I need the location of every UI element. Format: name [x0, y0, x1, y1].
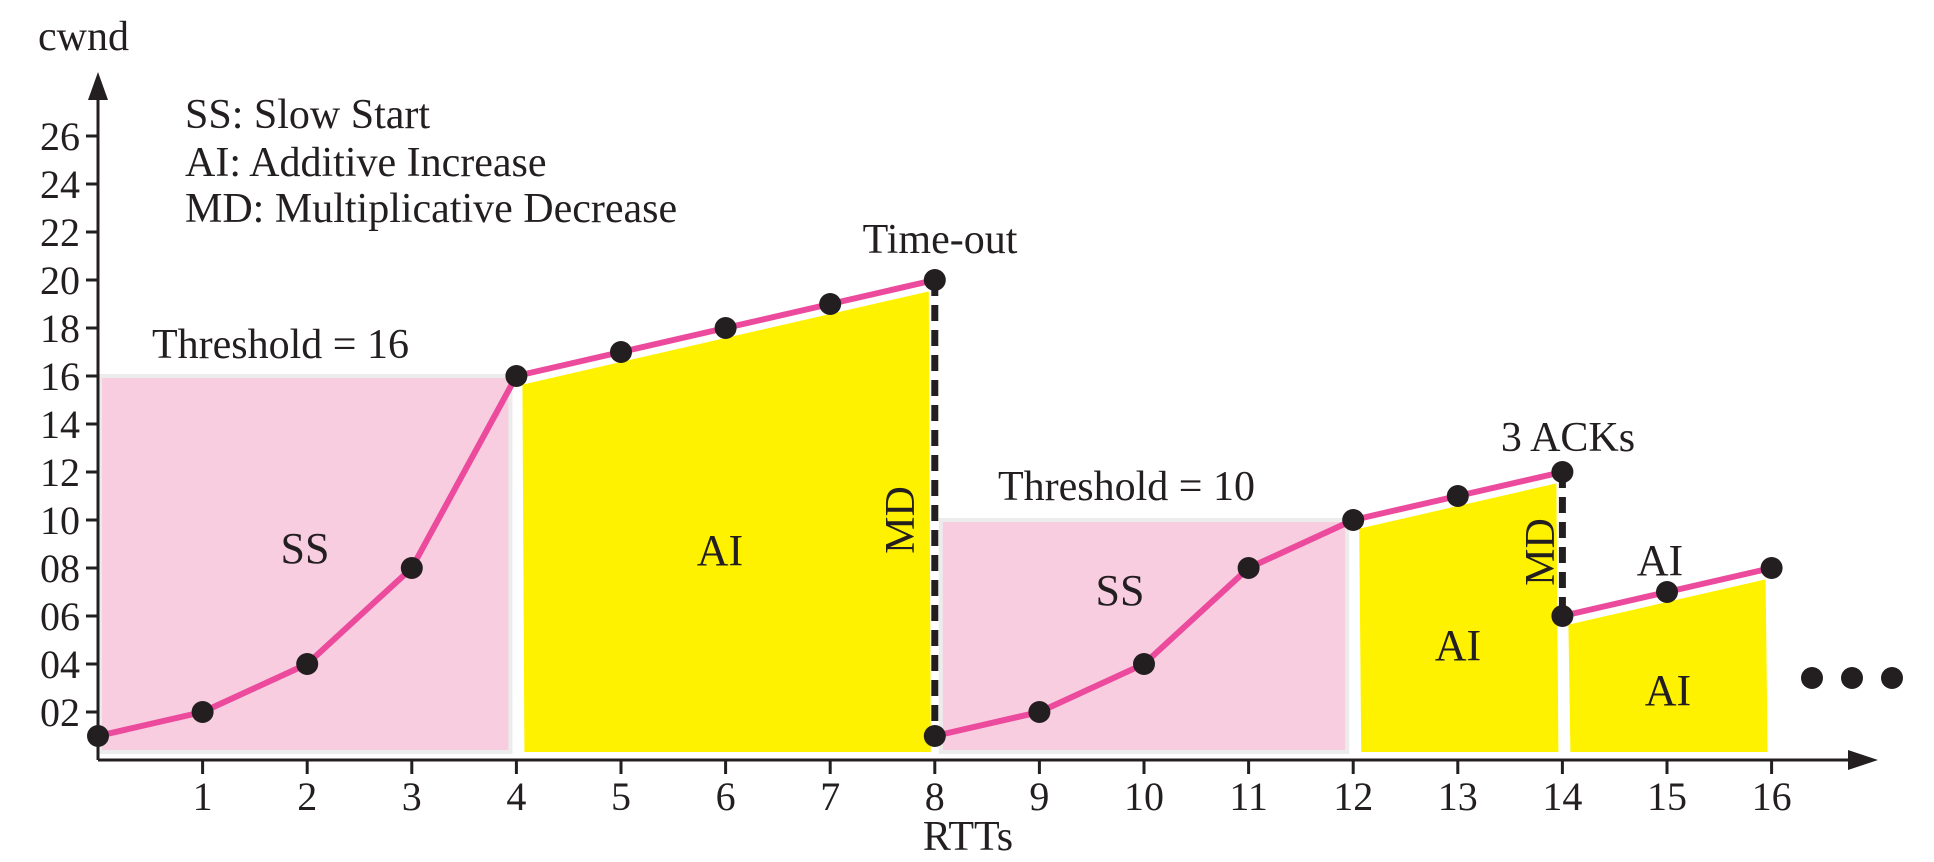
ai-region-3 — [1359, 483, 1559, 752]
y-tick-label: 02 — [40, 690, 80, 735]
ai-above-label: AI — [1637, 536, 1683, 585]
md-label-2: MD — [1518, 518, 1564, 586]
y-tick-label: 12 — [40, 450, 80, 495]
x-tick-label: 3 — [402, 774, 422, 819]
data-point — [1760, 557, 1783, 579]
legend-line-md: MD: Multiplicative Decrease — [185, 186, 677, 232]
data-point — [1656, 581, 1678, 603]
data-point — [191, 701, 214, 723]
threshold-label-16: Threshold = 16 — [152, 322, 409, 368]
x-tick-label: 9 — [1029, 774, 1049, 819]
continuation-dot — [1801, 667, 1823, 689]
x-tick-label: 4 — [506, 774, 526, 819]
y-axis-title: cwnd — [38, 14, 129, 60]
y-tick-label: 20 — [40, 258, 80, 303]
x-tick-label: 2 — [297, 774, 317, 819]
x-tick-label: 1 — [193, 774, 213, 819]
continuation-dots — [1801, 667, 1903, 689]
x-tick-label: 16 — [1752, 774, 1792, 819]
data-point — [923, 725, 946, 747]
data-point — [819, 293, 842, 315]
x-tick-label: 8 — [925, 774, 945, 819]
labels-layer: cwnd RTTs SS: Slow Start AI: Additive In… — [38, 14, 1691, 860]
ai-region-4 — [1568, 579, 1768, 752]
x-tick-label: 10 — [1124, 774, 1164, 819]
ss-region-2 — [938, 518, 1350, 754]
data-point — [923, 269, 946, 291]
y-tick-label: 24 — [40, 162, 80, 207]
x-tick-label: 13 — [1438, 774, 1478, 819]
y-tick-label: 10 — [40, 498, 80, 543]
threshold-label-10: Threshold = 10 — [998, 464, 1255, 510]
data-point — [1446, 485, 1469, 507]
data-point — [1551, 605, 1574, 627]
y-tick-label: 18 — [40, 306, 80, 351]
y-tick-label: 04 — [40, 642, 80, 687]
x-tick-label: 15 — [1647, 774, 1687, 819]
series-layer — [87, 269, 1783, 747]
data-point — [505, 365, 528, 387]
data-point — [610, 341, 632, 363]
region-label-ss-2: SS — [1096, 566, 1145, 615]
x-tick-label: 14 — [1542, 774, 1582, 819]
data-point — [714, 317, 737, 339]
region-label-ai-1: AI — [697, 526, 743, 575]
x-axis-arrow — [1848, 750, 1878, 770]
data-point — [400, 557, 423, 579]
y-tick-label: 26 — [40, 114, 80, 159]
three-acks-label: 3 ACKs — [1501, 415, 1635, 461]
ticks-layer: 1 2 3 4 5 6 7 8 9 10 11 12 13 14 15 1602040608101214161… — [40, 114, 1792, 819]
y-tick-label: 22 — [40, 210, 80, 255]
data-point — [1342, 509, 1365, 531]
y-axis-arrow — [88, 72, 108, 100]
data-point — [87, 725, 109, 747]
region-label-ai-2: AI — [1435, 621, 1481, 670]
y-tick-label: 06 — [40, 594, 80, 639]
x-axis-title: RTTs — [923, 814, 1013, 860]
y-tick-label: 14 — [40, 402, 80, 447]
md-label-1: MD — [878, 486, 924, 554]
data-point — [1551, 461, 1574, 483]
x-tick-label: 12 — [1333, 774, 1373, 819]
data-point — [296, 653, 319, 675]
timeout-label: Time-out — [863, 217, 1018, 263]
ss-region-0 — [98, 374, 513, 754]
x-tick-label: 11 — [1229, 774, 1268, 819]
y-tick-label: 08 — [40, 546, 80, 591]
region-label-ai-3: AI — [1645, 666, 1691, 715]
continuation-dot — [1881, 667, 1903, 689]
legend-line-ss: SS: Slow Start — [185, 92, 430, 138]
data-point — [1133, 653, 1155, 675]
continuation-dot — [1841, 667, 1863, 689]
y-tick-label: 16 — [40, 354, 80, 399]
x-tick-label: 6 — [716, 774, 736, 819]
data-point — [1237, 557, 1260, 579]
legend-line-ai: AI: Additive Increase — [185, 140, 547, 186]
data-point — [1028, 701, 1051, 723]
ai-region-1 — [522, 291, 931, 752]
region-label-ss-1: SS — [281, 524, 330, 573]
x-tick-label: 7 — [820, 774, 840, 819]
x-tick-label: 5 — [611, 774, 631, 819]
